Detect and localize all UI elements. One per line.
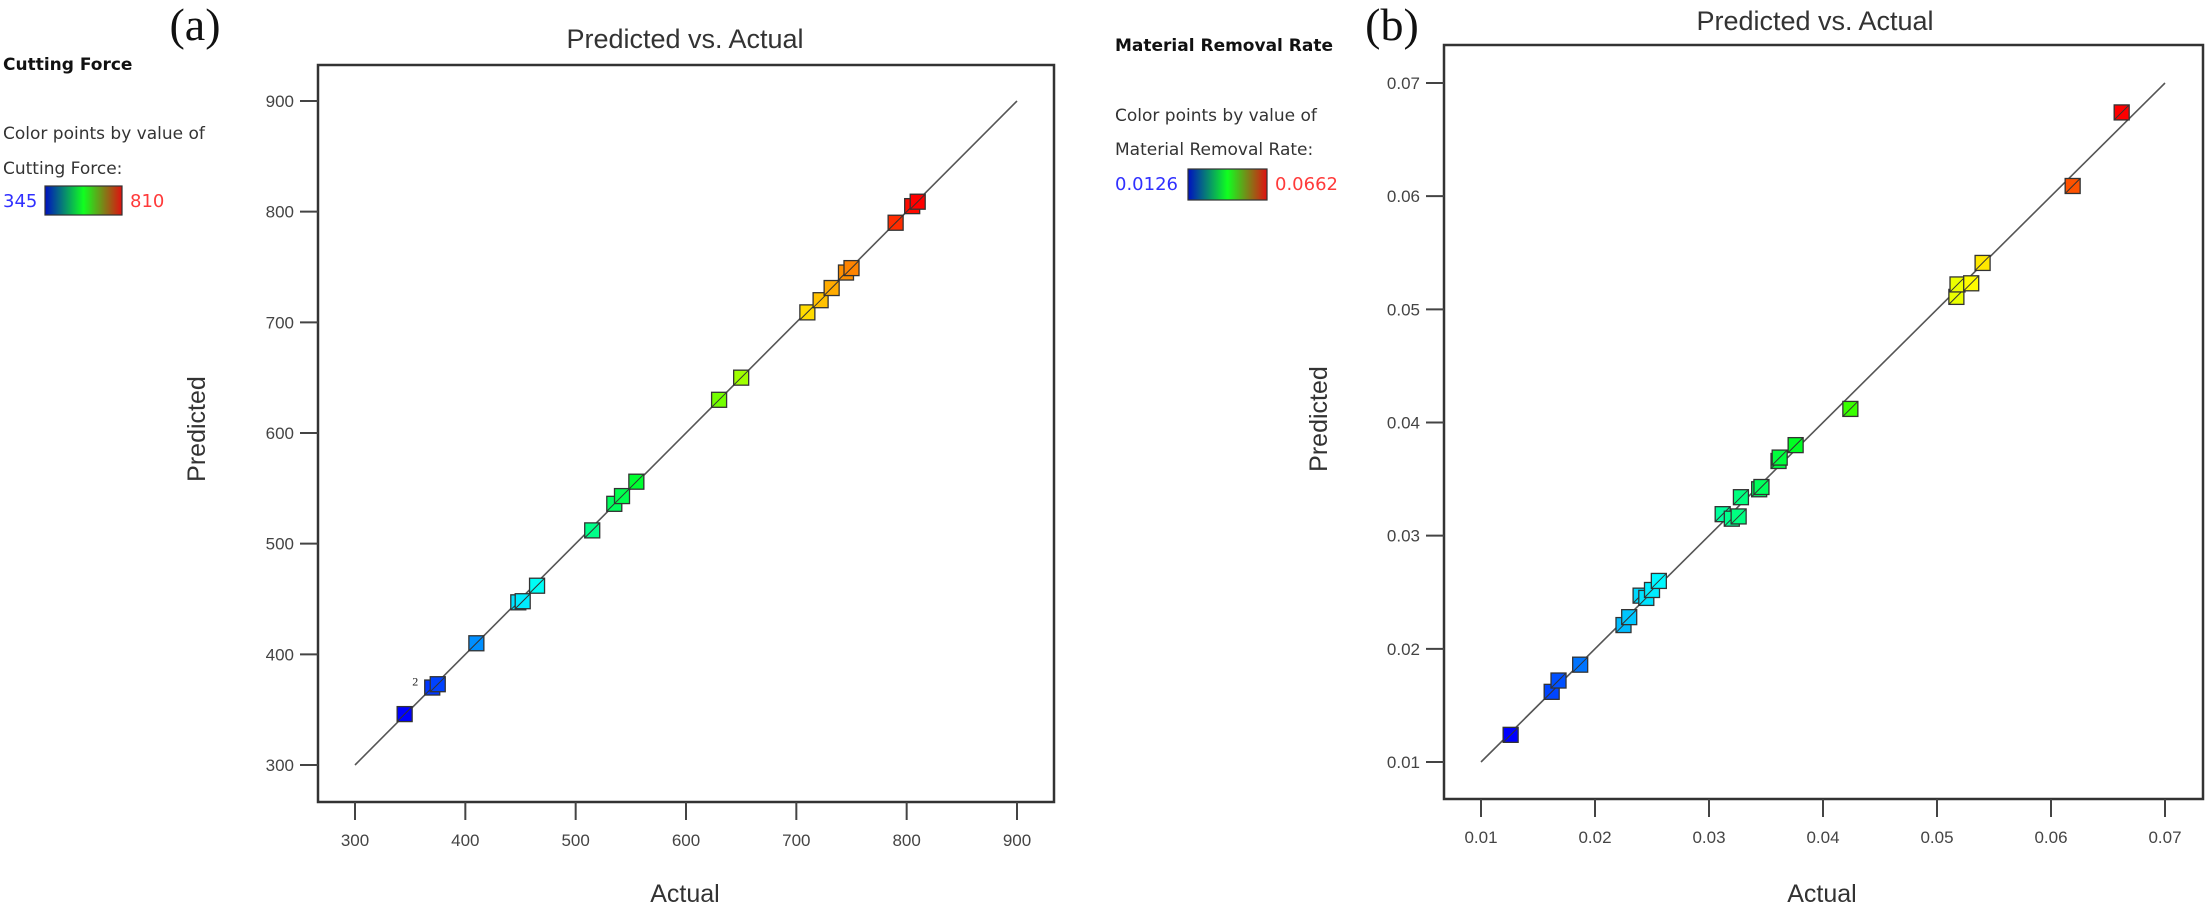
- data-point-diagonal: [1621, 609, 1638, 626]
- point-count-annotation: 2: [412, 675, 418, 689]
- legend-line2: Cutting Force:: [3, 159, 122, 179]
- data-point-diagonal: [396, 706, 413, 722]
- chart-title: Predicted vs. Actual: [566, 24, 803, 54]
- data-point-diagonal: [1502, 726, 1519, 743]
- data-point-diagonal: [1949, 276, 1966, 293]
- data-point-diagonal: [614, 488, 630, 504]
- legend-min-label: 345: [3, 191, 37, 212]
- data-point-diagonal: [733, 369, 750, 386]
- x-tick-label: 0.06: [2034, 828, 2067, 847]
- data-point-diagonal: [529, 577, 545, 594]
- data-point-diagonal: [429, 676, 446, 693]
- x-axis-label: Actual: [1787, 880, 1856, 904]
- data-point-diagonal: [584, 522, 601, 539]
- legend-gradient-bar: [1187, 168, 1268, 201]
- x-tick-label: 600: [672, 831, 700, 850]
- data-point-diagonal: [1733, 489, 1749, 506]
- y-tick-label: 900: [266, 92, 294, 111]
- y-tick-label: 500: [266, 535, 294, 554]
- data-point-diagonal: [843, 260, 860, 276]
- x-tick-label: 0.03: [1692, 828, 1725, 847]
- panel-label-a: (a): [169, 0, 220, 50]
- panel-label-b: (b): [1365, 0, 1419, 50]
- plot-area: 0.01 0.02 0.03 0.04 0.05 0.06 0.07 0.01 0.02 0.03…: [1387, 74, 2182, 847]
- x-tick-label: 0.01: [1464, 828, 1497, 847]
- panel-b: (b) Material Removal Rate Color points b…: [1115, 0, 2205, 904]
- reference-line: [1480, 82, 2166, 763]
- data-point-diagonal: [1787, 437, 1804, 453]
- data-point-diagonal: [468, 635, 485, 652]
- data-point-diagonal: [2113, 104, 2130, 121]
- y-tick-label: 0.07: [1387, 74, 1420, 93]
- data-point-diagonal: [823, 280, 840, 296]
- legend-min-label: 0.0126: [1115, 174, 1178, 195]
- y-tick-label: 800: [266, 203, 294, 222]
- legend-line1: Color points by value of: [1115, 106, 1318, 126]
- y-tick-label: 0.01: [1387, 753, 1420, 772]
- data-point-diagonal: [887, 214, 904, 231]
- data-point-diagonal: [1572, 656, 1589, 673]
- plot-area: 300 400 500 600 700 800 900 300 400 500 600 700 800 9…: [266, 92, 1032, 850]
- legend-line1: Color points by value of: [3, 124, 206, 144]
- panel-a: (a) Cutting Force Color points by value …: [3, 0, 1056, 904]
- x-tick-label: 500: [561, 831, 589, 850]
- legend-line2: Material Removal Rate:: [1115, 140, 1313, 160]
- color-legend-a: Cutting Force Color points by value of C…: [3, 55, 206, 216]
- data-point-diagonal: [1550, 672, 1567, 689]
- data-point-diagonal: [1974, 255, 1991, 271]
- data-point-diagonal: [799, 304, 816, 321]
- data-point-diagonal: [1753, 479, 1770, 495]
- data-point-diagonal: [1714, 506, 1731, 523]
- x-tick-label: 700: [782, 831, 810, 850]
- legend-title: Cutting Force: [3, 55, 132, 75]
- y-axis-label: Predicted: [183, 376, 211, 482]
- x-tick-label: 0.05: [1920, 828, 1953, 847]
- legend-title: Material Removal Rate: [1115, 36, 1333, 56]
- x-tick-label: 400: [451, 831, 479, 850]
- y-tick-label: 0.05: [1387, 300, 1420, 319]
- color-legend-b: Material Removal Rate Color points by va…: [1115, 36, 1338, 201]
- legend-max-label: 810: [130, 191, 164, 212]
- y-axis-label: Predicted: [1305, 366, 1333, 472]
- y-tick-label: 400: [266, 645, 294, 664]
- legend-max-label: 0.0662: [1275, 174, 1338, 195]
- data-point-diagonal: [628, 473, 645, 490]
- y-tick-label: 0.02: [1387, 640, 1420, 659]
- legend-gradient-bar: [44, 185, 123, 216]
- x-tick-label: 0.04: [1806, 828, 1839, 847]
- data-point-diagonal: [514, 593, 531, 610]
- y-tick-label: 700: [266, 313, 294, 332]
- x-axis-label: Actual: [650, 880, 719, 904]
- x-tick-label: 0.07: [2148, 828, 2181, 847]
- y-tick-label: 300: [266, 756, 294, 775]
- x-tick-label: 900: [1003, 831, 1031, 850]
- y-tick-label: 0.06: [1387, 187, 1420, 206]
- data-point-diagonal: [1963, 275, 1980, 292]
- y-tick-label: 0.04: [1387, 414, 1420, 433]
- x-tick-label: 0.02: [1578, 828, 1611, 847]
- data-point-diagonal: [1771, 449, 1788, 466]
- data-point-diagonal: [1730, 508, 1747, 525]
- data-point-diagonal: [1650, 573, 1667, 589]
- data-point-diagonal: [1842, 401, 1859, 417]
- data-point-diagonal: [2064, 178, 2081, 194]
- y-tick-label: 600: [266, 424, 294, 443]
- chart-title: Predicted vs. Actual: [1696, 6, 1933, 36]
- y-tick-label: 0.03: [1387, 527, 1420, 546]
- x-tick-label: 300: [341, 831, 369, 850]
- x-tick-label: 800: [892, 831, 920, 850]
- data-point-diagonal: [711, 391, 727, 408]
- data-point-diagonal: [909, 193, 926, 210]
